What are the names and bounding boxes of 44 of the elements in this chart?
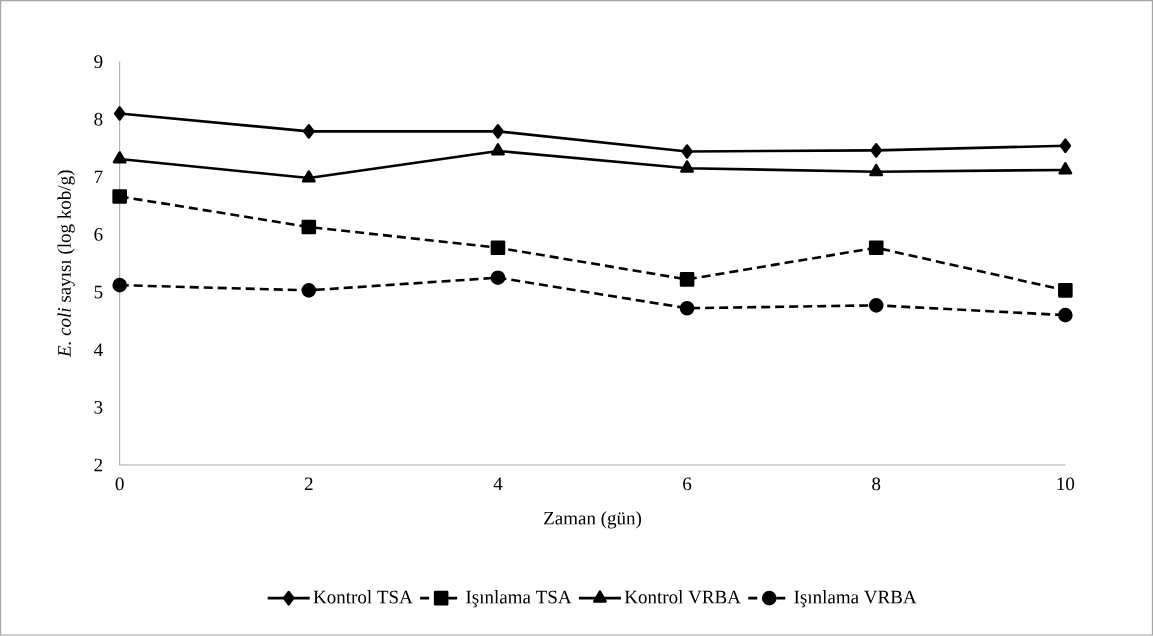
legend-label: Işınlama VRBA [794,590,917,608]
x-tick-label: 2 [304,477,313,491]
y-tick-label: 5 [94,285,103,299]
y-tick-label: 6 [94,228,103,242]
point [301,283,317,298]
point [112,151,127,164]
point [868,298,884,313]
point [490,270,506,286]
point [490,240,506,256]
x-tick-label: 0 [115,477,124,491]
point [868,240,884,256]
y-tick-label: 8 [94,113,103,126]
x-tick-label: 4 [493,477,503,491]
point [113,106,126,121]
point [491,143,505,156]
x-tick-label: 6 [683,477,692,491]
point [679,301,695,316]
legend-label: Işınlama TSA [466,590,572,608]
legend-label: Kontrol VRBA [624,590,741,604]
legend-label: Kontrol TSA [313,590,413,604]
y-tick-label: 3 [94,401,103,414]
y-tick-label: 7 [94,170,103,184]
point [680,160,695,173]
x-tick-label: 8 [872,477,881,491]
point [301,219,317,235]
point [1059,138,1072,154]
y-tick-label: 4 [94,343,103,357]
y-tick-label: 2 [94,458,103,472]
point [1058,308,1073,323]
point [303,124,315,139]
point [112,278,127,293]
x-axis-title: Zaman (gün) [544,511,642,529]
point [681,144,693,159]
point [869,164,884,177]
x-tick-label: 10 [1057,477,1075,491]
y-axis-title: E. coli sayısı (log kob/g) [57,170,75,358]
point [870,143,883,158]
point [112,189,127,204]
point [679,272,695,287]
point [301,170,316,183]
y-tick-label: 9 [94,55,103,69]
point [1058,162,1073,175]
point [492,124,504,139]
point [1058,283,1073,298]
